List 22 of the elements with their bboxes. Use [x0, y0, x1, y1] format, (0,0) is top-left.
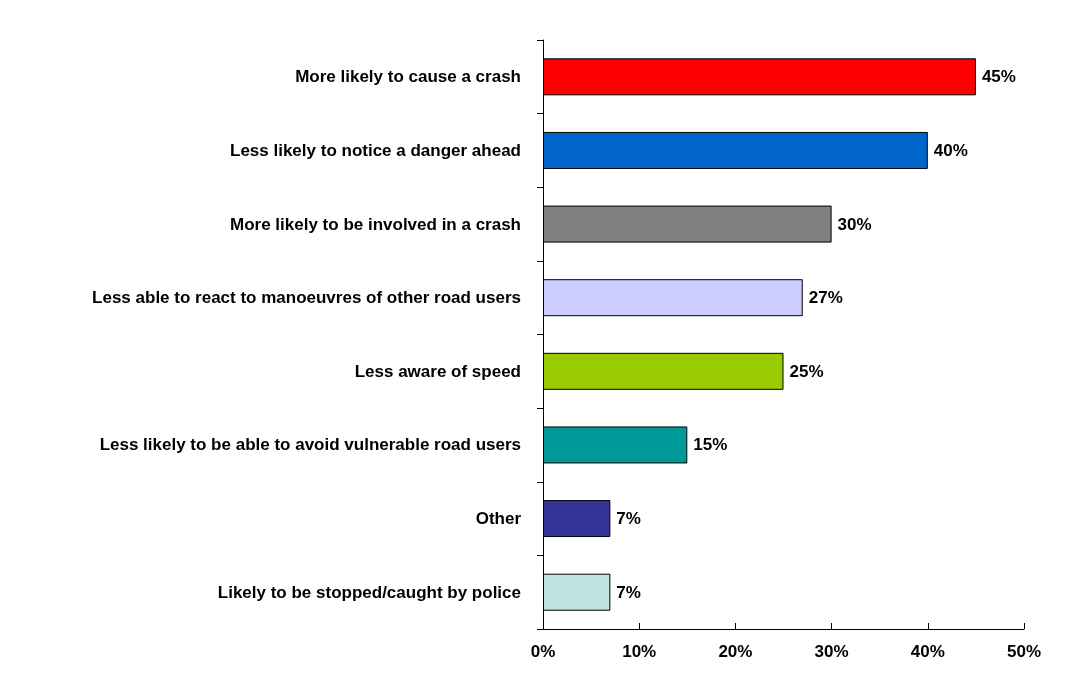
y-tick-label: Less aware of speed	[354, 361, 521, 381]
data-label: 27%	[808, 288, 843, 308]
x-tick-label: 0%	[530, 642, 556, 661]
x-tick-label: 50%	[1006, 642, 1042, 661]
y-tick-label: Less likely to be able to avoid vulnerable road users	[99, 435, 521, 455]
x-tick-label: 10%	[622, 642, 657, 661]
data-label: 15%	[693, 435, 728, 455]
x-tick-label: 20%	[718, 642, 753, 661]
y-tick-label: Less likely to notice a danger ahead	[230, 140, 521, 160]
y-tick-label: More likely to be involved in a crash	[230, 214, 521, 234]
x-tick-label: 30%	[814, 642, 849, 661]
y-tick-label: Less able to react to manoeuvres of other road users	[92, 288, 521, 308]
data-label: 7%	[616, 582, 641, 602]
y-tick-label: More likely to cause a crash	[295, 67, 521, 87]
data-label: 25%	[789, 361, 824, 381]
data-label: 7%	[616, 509, 641, 529]
data-label: 40%	[933, 140, 968, 160]
data-label: 45%	[981, 67, 1016, 87]
x-tick-label: 40%	[910, 642, 945, 661]
y-tick-label: Other	[475, 509, 522, 529]
y-tick-label: Likely to be stopped/caught by police	[217, 582, 521, 602]
data-label: 30%	[837, 214, 872, 234]
